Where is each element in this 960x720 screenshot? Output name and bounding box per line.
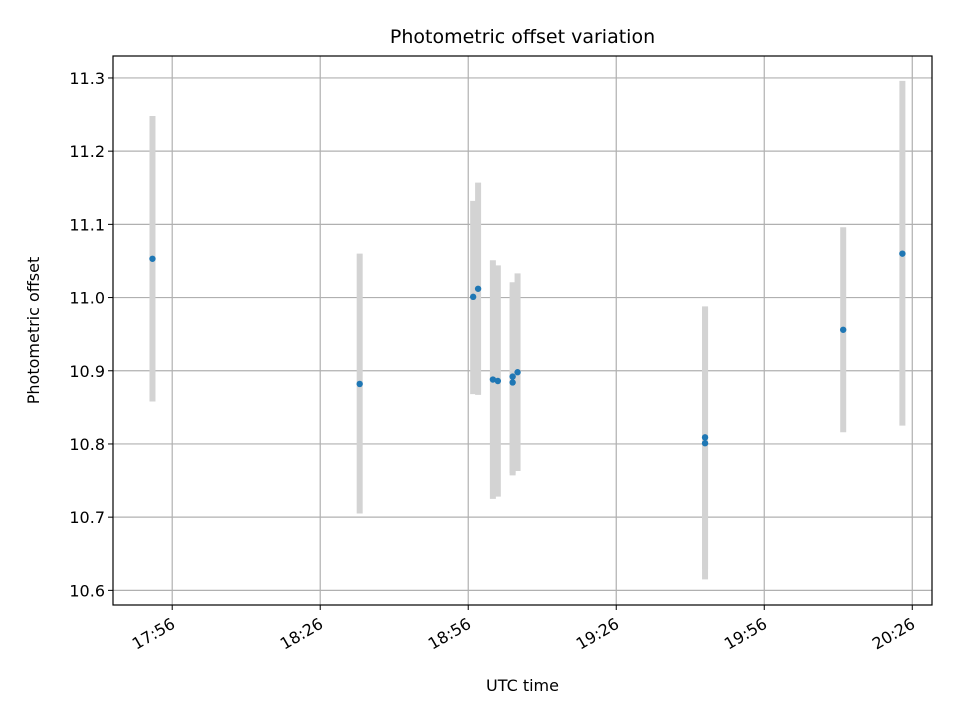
data-point	[514, 369, 521, 376]
y-axis-ticks: 10.6 10.7 10.8 10.9 11.0 11.1 11.2 11.3	[69, 69, 113, 600]
chart-title: Photometric offset variation	[390, 26, 655, 48]
data-point	[494, 377, 502, 385]
y-tick-label: 10.6	[69, 581, 105, 600]
y-tick-label: 10.9	[69, 362, 105, 381]
grid	[113, 56, 932, 605]
y-tick-label: 10.7	[69, 508, 105, 527]
y-tick-label: 10.8	[69, 435, 105, 454]
data-point	[489, 376, 497, 383]
x-axis-label: UTC time	[486, 676, 559, 695]
data-point	[509, 379, 516, 386]
data-point	[356, 380, 363, 388]
data-point	[701, 440, 709, 447]
y-axis-label: Photometric offset	[24, 257, 43, 405]
data-point	[701, 434, 709, 441]
y-tick-label: 11.1	[69, 215, 105, 234]
data-point	[474, 285, 482, 292]
data-point	[899, 250, 906, 257]
data-point	[509, 373, 516, 380]
data-point	[469, 293, 477, 301]
data-point	[839, 326, 847, 333]
y-tick-label: 11.2	[69, 142, 105, 161]
data-point	[149, 255, 156, 262]
y-tick-label: 11.3	[69, 69, 105, 88]
data-points	[149, 250, 906, 447]
plot-frame	[112, 55, 933, 606]
y-tick-label: 11.0	[69, 289, 105, 308]
